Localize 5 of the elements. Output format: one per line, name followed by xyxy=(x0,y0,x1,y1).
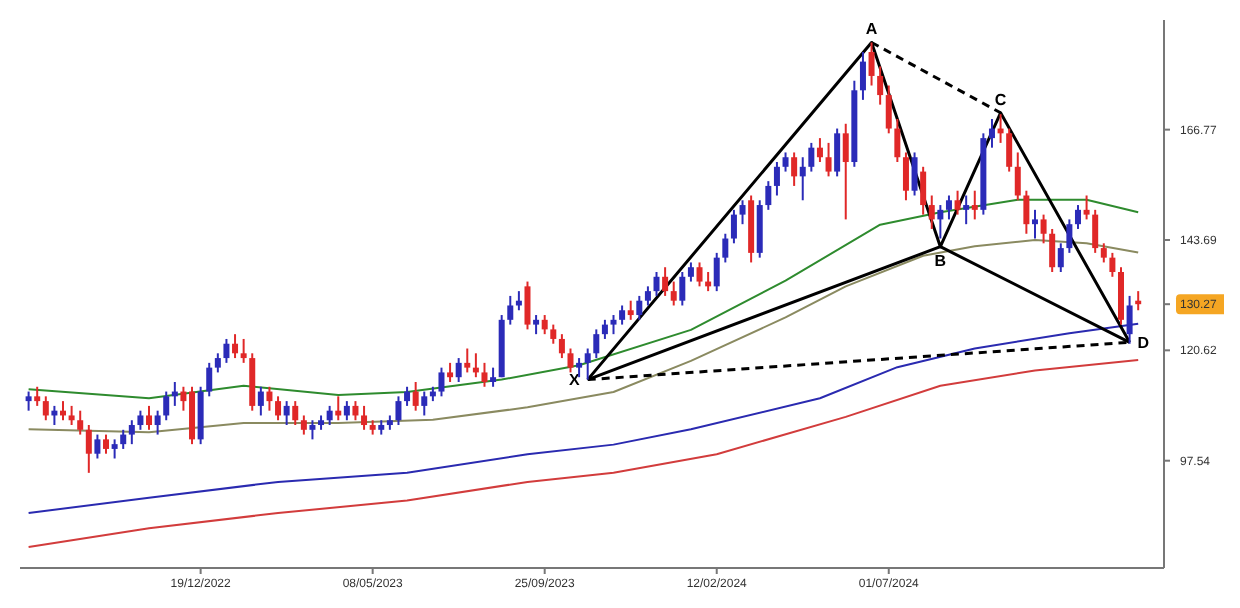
annotation: X xyxy=(569,371,582,390)
annotation: B xyxy=(934,252,947,271)
annotation: C xyxy=(994,90,1007,109)
annotation: A xyxy=(865,20,878,39)
annotation: D xyxy=(1137,333,1150,352)
